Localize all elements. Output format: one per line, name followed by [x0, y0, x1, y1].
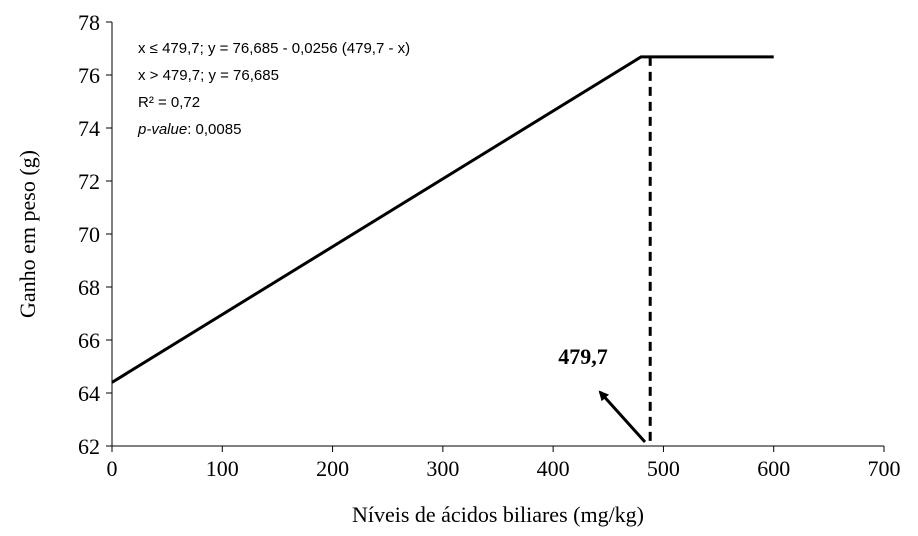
r-squared: R² = 0,72 [138, 94, 200, 111]
x-tick-label: 300 [426, 456, 459, 481]
y-tick-label: 64 [78, 381, 100, 406]
equation: x > 479,7; y = 76,685 [138, 67, 279, 84]
line [111, 55, 774, 384]
y-tick-label: 78 [78, 10, 100, 35]
x-tick-label: 600 [757, 456, 790, 481]
y-tick-label: 62 [78, 434, 100, 459]
y-axis-label: Ganho em peso (g) [15, 150, 40, 318]
arrow [598, 390, 647, 444]
y-tick-label: 72 [78, 169, 100, 194]
x-tick-label: 100 [206, 456, 239, 481]
p-value-text: : 0,0085 [187, 121, 241, 138]
x-tick-label: 0 [107, 456, 118, 481]
annotation: x ≤ 479,7; y = 76,685 - 0,0256 (479,7 - … [137, 40, 410, 138]
y-tick-label: 70 [78, 222, 100, 247]
x-axis-label: Níveis de ácidos biliares (mg/kg) [352, 502, 644, 527]
y-tick-label: 66 [78, 328, 100, 353]
y-tick-label: 74 [78, 116, 100, 141]
x-tick-label: 500 [647, 456, 680, 481]
x-tick-label: 700 [868, 456, 901, 481]
equation: x ≤ 479,7; y = 76,685 - 0,0256 (479,7 - … [138, 40, 410, 57]
y-tick-label: 76 [78, 63, 100, 88]
x-tick-label: 400 [537, 456, 570, 481]
p-value: p-value: 0,0085 [137, 121, 241, 138]
p-value-label: p-value [137, 121, 187, 138]
breakpoint-label: 479,7 [558, 344, 608, 369]
x-tick-label: 200 [316, 456, 349, 481]
y-tick-label: 68 [78, 275, 100, 300]
